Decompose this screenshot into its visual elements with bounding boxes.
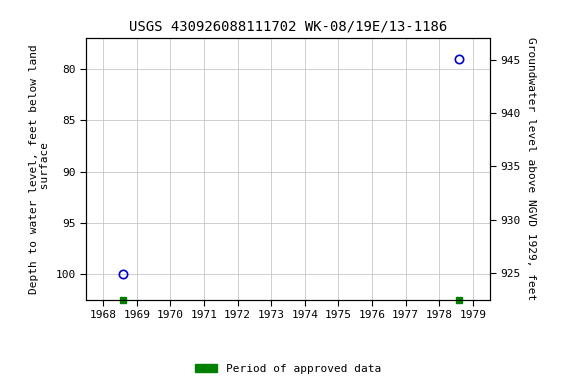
Title: USGS 430926088111702 WK-08/19E/13-1186: USGS 430926088111702 WK-08/19E/13-1186 [129, 19, 447, 33]
Legend: Period of approved data: Period of approved data [191, 359, 385, 379]
Y-axis label: Depth to water level, feet below land
 surface: Depth to water level, feet below land su… [29, 44, 50, 294]
Y-axis label: Groundwater level above NGVD 1929, feet: Groundwater level above NGVD 1929, feet [526, 37, 536, 301]
